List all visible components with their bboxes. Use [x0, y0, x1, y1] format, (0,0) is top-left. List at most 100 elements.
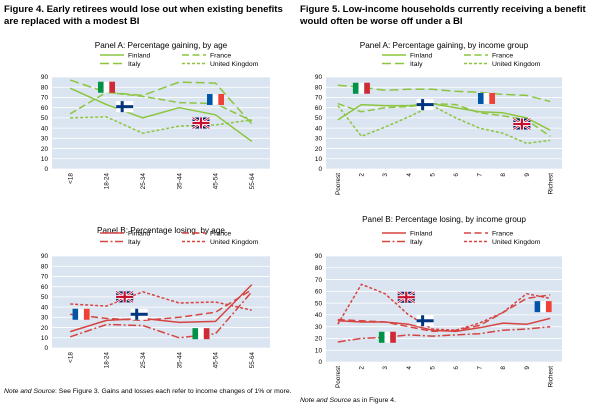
italy-flag-icon: [192, 328, 210, 340]
x-tick-label: 35-44: [176, 173, 183, 190]
legend-label: France: [492, 231, 513, 238]
y-tick-label: 20: [315, 336, 323, 343]
figure-5-title: Figure 5. Low-income households currentl…: [300, 4, 586, 27]
y-tick-label: 60: [315, 105, 323, 112]
x-tick-label: 3: [382, 173, 389, 177]
figure-5-note-text: as in Figure 4.: [351, 397, 396, 404]
x-tick-label: 25-34: [140, 173, 147, 190]
y-tick-label: 40: [41, 125, 49, 132]
legend-item: United Kingdom: [464, 61, 541, 68]
legend-item: France: [464, 53, 513, 60]
x-tick-label: 55-64: [249, 352, 256, 369]
france-flag-icon: [477, 92, 495, 104]
x-tick-label: 9: [524, 366, 531, 370]
legend-label: Italy: [410, 61, 423, 68]
y-tick-label: 80: [41, 263, 49, 270]
legend-item: France: [182, 53, 231, 60]
figure-4-note: Note and Source: See Figure 3. Gains and…: [4, 387, 292, 396]
series-line-united-kingdom: [70, 291, 252, 311]
y-tick-label: 70: [315, 95, 323, 102]
x-tick-label: 55-64: [249, 173, 256, 190]
italy-flag-icon: [378, 331, 396, 343]
plot-area: [326, 256, 562, 362]
y-tick-label: 90: [41, 74, 49, 81]
italy-flag-icon: [98, 81, 115, 93]
chart-fig4a: Panel A: Percentage gaining, by age Finla…: [41, 41, 270, 189]
france-flag-icon: [207, 93, 224, 105]
y-tick-label: 90: [41, 253, 49, 260]
legend-item: Italy: [100, 239, 141, 246]
legend-item: Italy: [100, 61, 141, 68]
y-tick-label: 80: [41, 84, 49, 91]
series-line-france: [69, 91, 253, 122]
x-tick-label: 2: [359, 366, 366, 370]
figure-5-note-label: Note and Source: [300, 397, 352, 404]
y-tick-label: 40: [41, 304, 49, 311]
y-tick-label: 20: [315, 146, 323, 153]
x-tick-label: 5: [429, 366, 436, 370]
y-tick-label: 30: [41, 315, 49, 322]
series-line-france: [337, 102, 551, 137]
legend-label: Finland: [410, 231, 433, 238]
legend-label: Finland: [128, 53, 151, 60]
y-tick-label: 10: [41, 335, 49, 342]
legend-item: Finland: [382, 53, 433, 60]
x-tick-label: 45-54: [213, 173, 220, 190]
y-tick-label: 50: [315, 300, 323, 307]
series-line-italy: [69, 291, 253, 339]
x-tick-label: <18: [67, 352, 74, 363]
finland-flag-icon: [116, 101, 134, 113]
figure-4-note-text: : See Figure 3. Gains and losses each re…: [55, 388, 292, 395]
x-tick-label: 18-24: [104, 352, 111, 369]
plot-area: [52, 77, 270, 169]
x-tick-label: 7: [477, 366, 484, 370]
y-tick-label: 30: [315, 136, 323, 143]
y-tick-label: 0: [318, 166, 322, 173]
finland-flag-icon: [130, 308, 148, 320]
panel-title: Panel A: Percentage gaining, by age: [95, 41, 228, 50]
legend-item: United Kingdom: [464, 239, 541, 246]
x-tick-label: 2: [359, 173, 366, 177]
y-tick-label: 90: [315, 253, 323, 260]
y-tick-label: 50: [315, 115, 323, 122]
y-tick-label: 50: [41, 294, 49, 301]
y-tick-label: 40: [315, 125, 323, 132]
legend-item: France: [182, 231, 231, 238]
y-tick-label: 40: [315, 312, 323, 319]
y-tick-label: 20: [41, 325, 49, 332]
series-line-italy: [337, 84, 551, 103]
x-tick-label: <18: [67, 173, 74, 184]
finland-flag-icon: [416, 99, 434, 111]
series-line-finland: [69, 284, 253, 333]
y-tick-label: 80: [315, 84, 323, 91]
legend-label: Italy: [128, 61, 141, 68]
legend-item: Finland: [100, 231, 151, 238]
plot-area: [52, 256, 270, 348]
series-line-finland: [337, 102, 551, 131]
x-tick-label: 45-54: [213, 352, 220, 369]
legend-label: Italy: [410, 239, 423, 246]
panel-title: Panel B: Percentage losing, by age: [97, 226, 225, 235]
legend-label: Finland: [128, 231, 151, 238]
legend-label: Finland: [410, 53, 433, 60]
y-tick-label: 60: [41, 284, 49, 291]
y-tick-label: 80: [315, 265, 323, 272]
x-tick-label: 25-34: [140, 352, 147, 369]
y-tick-label: 60: [315, 289, 323, 296]
legend-item: Italy: [382, 61, 423, 68]
y-tick-label: 30: [315, 324, 323, 331]
series-line-france: [337, 294, 551, 333]
y-tick-label: 10: [41, 156, 49, 163]
legend-label: United Kingdom: [492, 239, 541, 246]
uk-flag-icon: [397, 290, 416, 304]
legend-item: United Kingdom: [182, 239, 259, 246]
y-tick-label: 60: [41, 105, 49, 112]
x-tick-label: 4: [406, 173, 413, 177]
panel-title: Panel B: Percentage losing, by income gr…: [362, 215, 526, 224]
uk-flag-icon: [191, 116, 211, 130]
legend-label: Italy: [128, 239, 141, 246]
y-tick-label: 50: [41, 115, 49, 122]
y-tick-label: 0: [44, 166, 48, 173]
legend-label: France: [210, 53, 231, 60]
